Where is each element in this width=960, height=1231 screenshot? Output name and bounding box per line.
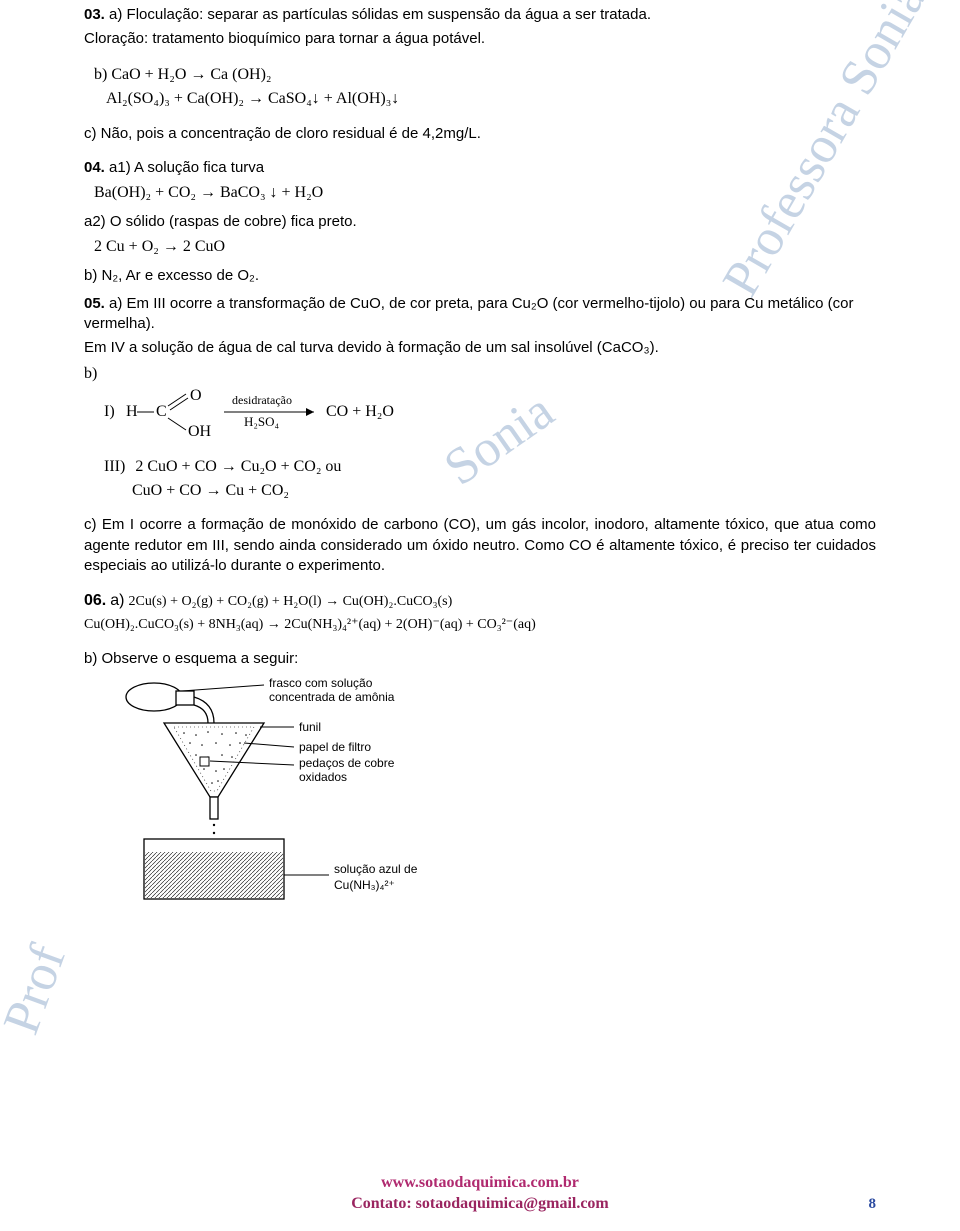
q03-b-label: b) xyxy=(94,66,107,83)
q04-a2-text: a2) O sólido (raspas de cobre) fica pret… xyxy=(84,212,876,232)
q05-a-line2: Em IV a solução de água de cal turva dev… xyxy=(84,338,876,358)
lbl-funil: funil xyxy=(299,720,321,734)
q06-eq-a2: Cu(OH)₂.CuCO₃(s) + 8NH₃(aq) → 2Cu(NH₃)₄²… xyxy=(84,616,876,635)
q06-eq-a1: 2Cu(s) + O₂(g) + CO₂(g) + H₂O(l) → Cu(OH… xyxy=(128,594,452,609)
q03-a-text1: a) Floculação: separar as partículas sól… xyxy=(109,6,651,23)
q05-reaction-III-line1: III) 2 CuO + CO → Cu₂O + CO₂ ou xyxy=(104,456,876,478)
r3-prefix: III) xyxy=(104,458,125,475)
q05-a-line1: 05. a) Em III ocorre a transformação de … xyxy=(84,294,876,335)
q06-label: 06. xyxy=(84,592,106,609)
q04-eq-a2: 2 Cu + O₂ → 2 CuO xyxy=(94,236,876,258)
r1-prefix: I) xyxy=(104,403,115,420)
q04-b-text: b) N₂, Ar e excesso de O₂. xyxy=(84,266,876,286)
q04-eq-a1: Ba(OH)₂ + CO₂ → BaCO₃ ↓ + H₂O xyxy=(94,182,876,204)
r1-H: H xyxy=(126,403,138,420)
diagram-svg: frasco com solução concentrada de amônia… xyxy=(104,677,524,917)
q03-eq-b1: CaO + H₂O → Ca (OH)₂ xyxy=(111,66,271,83)
q03-a-line1: 03. a) Floculação: separar as partículas… xyxy=(84,5,876,25)
q04-a1-text: a1) A solução fica turva xyxy=(109,159,264,176)
q06-a-label: a) xyxy=(110,592,124,609)
q05-label: 05. xyxy=(84,295,105,312)
q03-b-label-eq1: b) CaO + H₂O → Ca (OH)₂ xyxy=(94,64,876,86)
r1-C: C xyxy=(156,403,167,420)
r1-arrow-bot: H₂SO₄ xyxy=(244,414,280,429)
lbl-solucao-1: solução azul de xyxy=(334,862,418,876)
q04-a1-line: 04. a1) A solução fica turva xyxy=(84,158,876,178)
r1-products: CO + H₂O xyxy=(326,403,394,420)
q03-label: 03. xyxy=(84,6,105,23)
q03-c: c) Não, pois a concentração de cloro res… xyxy=(84,124,876,144)
q06-a-block: 06. a) 2Cu(s) + O₂(g) + CO₂(g) + H₂O(l) … xyxy=(84,590,876,635)
q05-b-label: b) xyxy=(84,363,876,385)
r3-l1: 2 CuO + CO → Cu₂O + CO₂ ou xyxy=(135,458,341,475)
footer-contact: Contato: sotaodaquimica@gmail.com xyxy=(0,1193,960,1215)
experiment-diagram: frasco com solução concentrada de amônia… xyxy=(104,677,876,921)
page-number: 8 xyxy=(869,1196,877,1213)
footer-url: www.sotaodaquimica.com.br xyxy=(0,1172,960,1194)
q06-line1: 06. a) 2Cu(s) + O₂(g) + CO₂(g) + H₂O(l) … xyxy=(84,590,876,612)
page-footer: www.sotaodaquimica.com.br Contato: sotao… xyxy=(0,1172,960,1215)
q03-eq-b2: Al₂(SO₄)₃ + Ca(OH)₂ → CaSO₄↓ + Al(OH)₃↓ xyxy=(106,88,876,110)
r1-OH: OH xyxy=(188,423,212,438)
lbl-pedacos-1: pedaços de cobre xyxy=(299,756,395,770)
q04-label: 04. xyxy=(84,159,105,176)
r1-O: O xyxy=(190,388,202,404)
q05-c-text: c) Em I ocorre a formação de monóxido de… xyxy=(84,515,876,576)
q03-a-line2: Cloração: tratamento bioquímico para tor… xyxy=(84,29,876,49)
q06-b-text: b) Observe o esquema a seguir: xyxy=(84,649,876,669)
lbl-frasco-1: frasco com solução xyxy=(269,677,373,690)
lbl-frasco-2: concentrada de amônia xyxy=(269,690,395,704)
lbl-papel: papel de filtro xyxy=(299,740,371,754)
q05-a-text1: a) Em III ocorre a transformação de CuO,… xyxy=(84,295,853,332)
q05-reaction-I-svg: I) H C O OH desidratação H₂SO₄ CO + H₂O xyxy=(104,388,524,438)
r1-arrow-top: desidratação xyxy=(232,393,292,407)
page-content: 03. a) Floculação: separar as partículas… xyxy=(0,0,960,921)
lbl-solucao-2: Cu(NH₃)₄²⁺ xyxy=(334,878,395,892)
q03-b-block: b) CaO + H₂O → Ca (OH)₂ Al₂(SO₄)₃ + Ca(O… xyxy=(84,64,876,110)
watermark-bottom-left: Prof xyxy=(0,937,78,1041)
lbl-pedacos-2: oxidados xyxy=(299,770,347,784)
q05-reaction-III-line2: CuO + CO → Cu + CO₂ xyxy=(132,480,876,502)
